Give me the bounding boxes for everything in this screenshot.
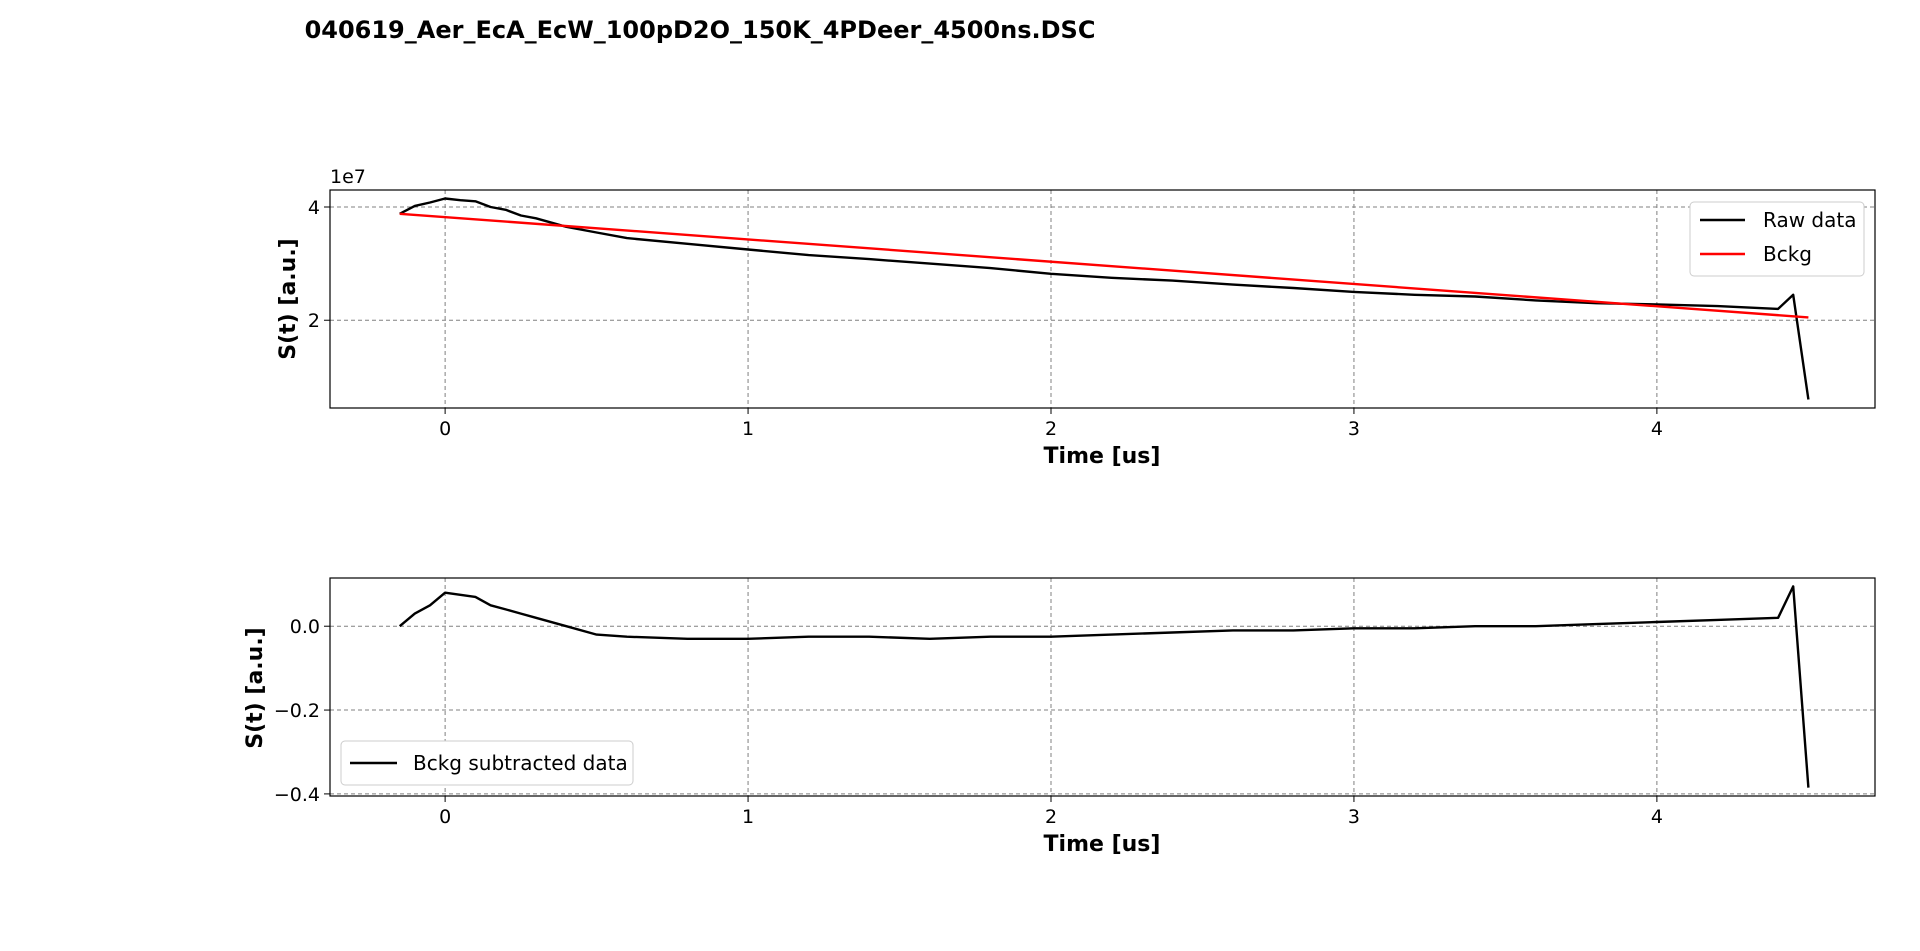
series-line-raw-data [399, 197, 1810, 400]
top-series-lines [399, 197, 1810, 400]
bottom-y-tick-label: −0.2 [274, 700, 320, 722]
legend-label-bckg: Bckg [1763, 242, 1812, 266]
top-y-tick-label: 2 [308, 310, 320, 332]
bottom-x-tick-label: 1 [742, 806, 754, 828]
top-x-tick-label: 0 [439, 418, 451, 440]
top-offset-text: 1e7 [330, 166, 366, 188]
bottom-y-axis-label: S(t) [a.u.] [243, 627, 268, 748]
legend-label-raw-data: Raw data [1763, 208, 1856, 232]
top-plot-frame [329, 189, 1876, 409]
top-x-ticks: 0 1 2 3 4 [439, 408, 1663, 440]
bottom-legend-box [340, 740, 634, 786]
bottom-x-tick-label: 4 [1651, 806, 1663, 828]
top-gridlines [330, 190, 1875, 408]
top-x-tick-label: 2 [1045, 418, 1057, 440]
bottom-x-ticks: 0 1 2 3 4 [439, 796, 1663, 828]
bottom-legend: Bckg subtracted data [340, 740, 634, 786]
top-x-tick-label: 3 [1348, 418, 1360, 440]
top-y-tick-label: 4 [308, 197, 320, 219]
top-legend: Raw data Bckg [1689, 201, 1865, 277]
top-x-tick-label: 4 [1651, 418, 1663, 440]
top-y-ticks: 24 [308, 197, 330, 332]
top-y-axis-label: S(t) [a.u.] [276, 238, 301, 359]
bottom-y-tick-label: −0.4 [274, 784, 320, 806]
bottom-y-ticks: 0.0 −0.2 −0.4 [274, 616, 330, 806]
legend-label-bckg-subtracted: Bckg subtracted data [413, 751, 628, 775]
series-line-bckg [399, 212, 1809, 319]
bottom-y-tick-label: 0.0 [290, 616, 320, 638]
top-x-tick-label: 1 [742, 418, 754, 440]
bottom-plot-frame [329, 577, 1876, 797]
bottom-series-lines [398, 585, 1810, 788]
bottom-x-axis-label: Time [us] [1044, 832, 1161, 857]
bottom-x-tick-label: 3 [1348, 806, 1360, 828]
top-x-axis-label: Time [us] [1044, 444, 1161, 469]
bottom-gridlines [330, 578, 1875, 796]
figure-title: 040619_Aer_EcA_EcW_100pD2O_150K_4PDeer_4… [305, 16, 1096, 44]
bottom-x-tick-label: 2 [1045, 806, 1057, 828]
series-line-bckg-subtracted-data [398, 585, 1810, 788]
bottom-x-tick-label: 0 [439, 806, 451, 828]
